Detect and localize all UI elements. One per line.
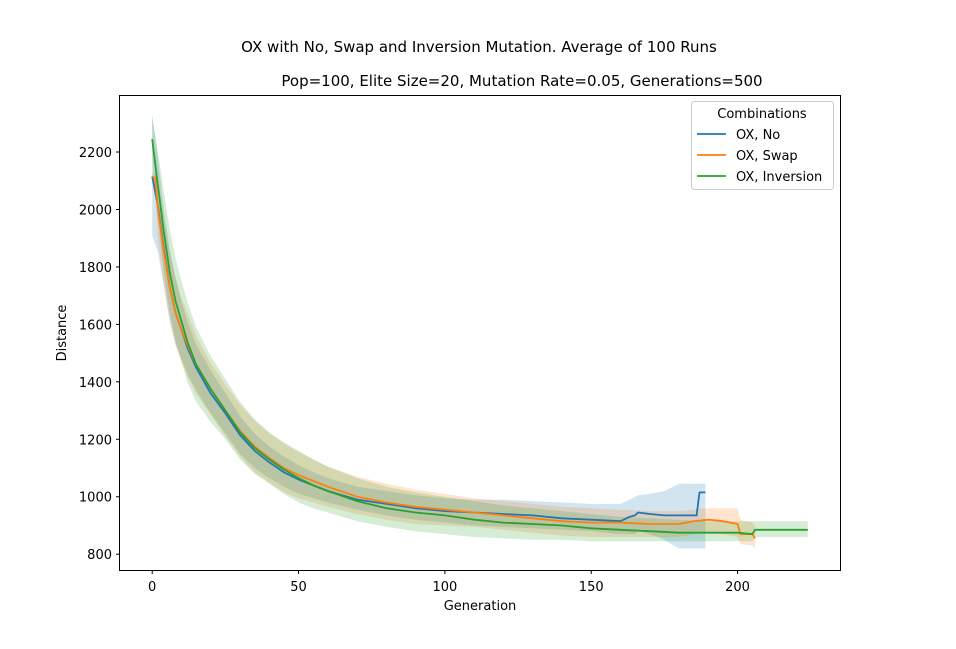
series-lines <box>151 138 808 539</box>
plot-frame <box>119 95 841 571</box>
legend-box <box>691 101 834 190</box>
y-tick-label: 1400 <box>79 376 112 391</box>
y-tick-label: 1600 <box>79 318 112 333</box>
x-tick-label: 50 <box>290 580 307 595</box>
x-tick-label: 150 <box>579 580 604 595</box>
y-tick-label: 2200 <box>79 146 112 161</box>
legend-title: Combinations <box>717 107 807 122</box>
line-series-0 <box>151 176 706 523</box>
y-tick-label: 1000 <box>79 491 112 506</box>
y-tick-label: 800 <box>87 548 112 563</box>
legend-label-2: OX, Inversion <box>736 170 822 185</box>
y-axis-label: Distance <box>55 305 70 362</box>
y-tick-label: 2000 <box>79 203 112 218</box>
x-axis-label: Generation <box>444 599 517 614</box>
x-axis-ticks: 0 50 100 150 200 <box>148 570 750 595</box>
x-tick-label: 100 <box>432 580 457 595</box>
y-tick-label: 1800 <box>79 261 112 276</box>
line-series-1 <box>151 175 756 539</box>
band-series-1 <box>152 172 756 549</box>
y-axis-ticks: 800 1000 1200 1400 1600 1800 2000 2200 <box>79 146 120 563</box>
legend-label-0: OX, No <box>736 128 780 143</box>
x-tick-label: 200 <box>725 580 750 595</box>
legend-label-1: OX, Swap <box>736 149 798 164</box>
chart-subtitle: Pop=100, Elite Size=20, Mutation Rate=0.… <box>281 72 762 90</box>
line-series-2 <box>151 138 808 535</box>
band-series-0 <box>152 114 706 549</box>
legend: Combinations OX, No OX, Swap OX, Inversion <box>691 101 834 190</box>
x-tick-label: 0 <box>148 580 156 595</box>
chart-title: OX with No, Swap and Inversion Mutation.… <box>241 38 717 56</box>
y-tick-label: 1200 <box>79 433 112 448</box>
confidence-bands <box>152 114 808 549</box>
